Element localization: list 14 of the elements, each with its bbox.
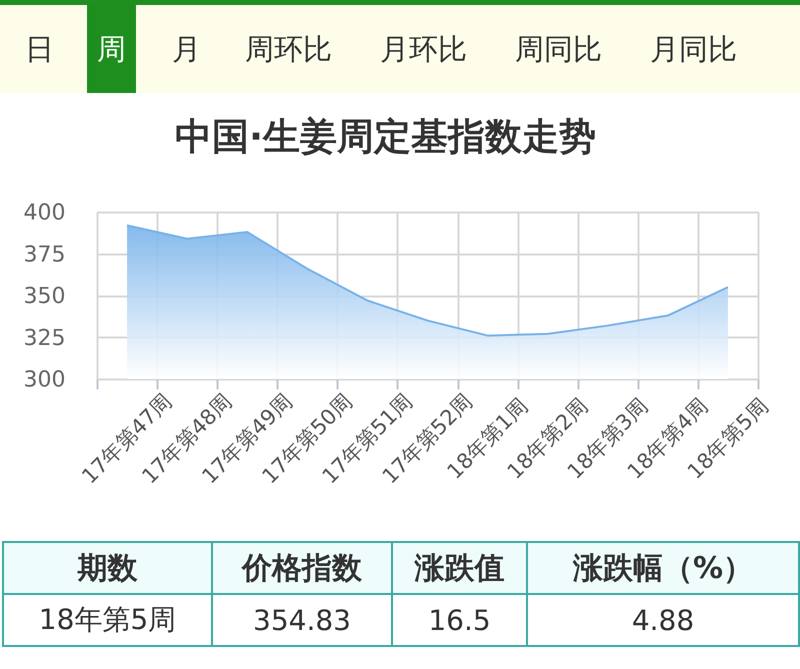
tab[interactable]: 周同比 (515, 5, 602, 93)
y-tick-label: 350 (24, 284, 66, 309)
tab[interactable]: 月 (172, 5, 201, 93)
tab[interactable]: 月同比 (650, 5, 737, 93)
tab[interactable]: 月环比 (380, 5, 467, 93)
y-tick-label: 400 (24, 200, 66, 226)
y-tick-label: 325 (24, 326, 66, 351)
y-tick-label: 375 (24, 242, 66, 268)
summary-table: 期数 价格指数 涨跌值 涨跌幅（%） 18年第5周 354.83 16.5 4.88 (2, 541, 800, 647)
selected-tab[interactable]: 周 (87, 5, 136, 93)
tab[interactable]: 日 (25, 5, 54, 93)
chart-title: 中国·生姜周定基指数走势 (174, 115, 596, 158)
y-tick-label: 300 (24, 368, 66, 392)
tab[interactable]: 周环比 (245, 5, 332, 93)
